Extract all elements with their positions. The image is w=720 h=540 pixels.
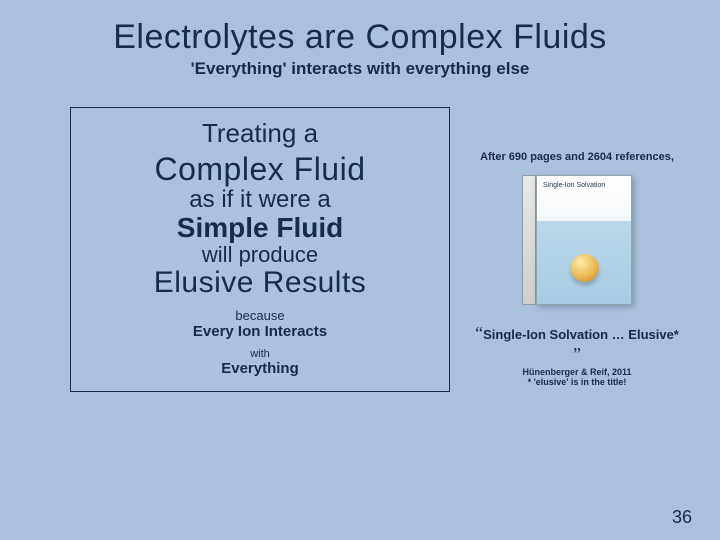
book-cover: Single-Ion Solvation: [536, 175, 632, 305]
line-everything: Everything: [83, 360, 437, 377]
line-complex-fluid: Complex Fluid: [83, 151, 437, 188]
line-treating: Treating a: [83, 118, 437, 149]
line-every-ion: Every Ion Interacts: [83, 323, 437, 340]
citation-panel: After 690 pages and 2604 references, Sin…: [450, 107, 680, 392]
line-elusive-results: Elusive Results: [83, 266, 437, 300]
slide: Electrolytes are Complex Fluids 'Everyth…: [0, 0, 720, 540]
footnote: * 'elusive' is in the title!: [474, 377, 680, 387]
line-simple-fluid: Simple Fluid: [83, 212, 437, 244]
line-because: because: [83, 308, 437, 323]
book-cover-title: Single-Ion Solvation: [543, 182, 625, 190]
after-text: After 690 pages and 2604 references,: [474, 151, 680, 163]
book-image: Single-Ion Solvation: [522, 175, 632, 305]
quote: “Single-Ion Solvation … Elusive* ”: [474, 323, 680, 365]
page-number: 36: [672, 507, 692, 528]
slide-subtitle: 'Everything' interacts with everything e…: [40, 59, 680, 79]
line-as-if: as if it were a: [83, 186, 437, 214]
content-row: Treating a Complex Fluid as if it were a…: [40, 107, 680, 392]
attribution: Hünenberger & Reif, 2011: [474, 367, 680, 377]
open-quote-icon: “: [475, 323, 483, 343]
statement-box: Treating a Complex Fluid as if it were a…: [70, 107, 450, 392]
line-will-produce: will produce: [83, 242, 437, 268]
slide-title: Electrolytes are Complex Fluids: [40, 18, 680, 57]
book-spine: [522, 175, 536, 305]
close-quote-icon: ”: [573, 344, 581, 364]
line-with: with: [83, 348, 437, 360]
quote-text: Single-Ion Solvation … Elusive*: [483, 327, 679, 342]
book-sphere-icon: [571, 254, 599, 282]
